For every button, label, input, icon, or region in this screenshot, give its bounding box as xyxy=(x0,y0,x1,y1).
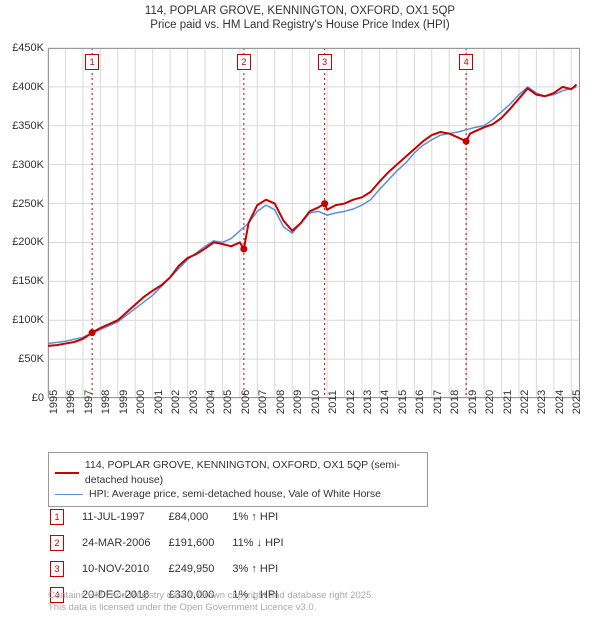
sale-date: 24-MAR-2006 xyxy=(82,531,166,555)
x-axis-tick-label: 2009 xyxy=(292,390,304,414)
legend-item: 114, POPLAR GROVE, KENNINGTON, OXFORD, O… xyxy=(55,458,421,487)
sale-delta: 3% ↑ HPI xyxy=(232,557,299,581)
x-axis-tick-label: 2015 xyxy=(397,390,409,414)
y-axis-tick-label: £100K xyxy=(12,314,44,326)
y-axis-tick-label: £50K xyxy=(18,353,44,365)
x-axis-tick-label: 2010 xyxy=(310,390,322,414)
x-axis-tick-label: 2005 xyxy=(222,390,234,414)
x-axis-tick-label: 1999 xyxy=(118,390,130,414)
x-axis-tick-label: 1998 xyxy=(100,390,112,414)
x-axis-tick-label: 2017 xyxy=(432,390,444,414)
x-axis-tick-label: 2020 xyxy=(484,390,496,414)
y-axis-tick-label: £450K xyxy=(12,42,44,54)
footer-line2: This data is licensed under the Open Gov… xyxy=(48,602,374,614)
sale-index-box: 2 xyxy=(50,535,64,551)
x-axis-tick-label: 2016 xyxy=(414,390,426,414)
y-axis-tick-label: £200K xyxy=(12,236,44,248)
sale-marker-4: 4 xyxy=(459,54,473,70)
x-axis-tick-label: 2002 xyxy=(170,390,182,414)
x-axis-tick-label: 2025 xyxy=(571,390,583,414)
chart-plot-area: £0£50K£100K£150K£200K£250K£300K£350K£400… xyxy=(48,48,580,398)
sale-index-box: 3 xyxy=(50,561,64,577)
footer-attribution: Contains HM Land Registry data © Crown c… xyxy=(48,590,374,614)
x-axis-tick-label: 1995 xyxy=(48,390,60,414)
sale-marker-1: 1 xyxy=(85,54,99,70)
legend-label: 114, POPLAR GROVE, KENNINGTON, OXFORD, O… xyxy=(85,458,421,487)
chart-title: 114, POPLAR GROVE, KENNINGTON, OXFORD, O… xyxy=(0,0,600,33)
x-axis-tick-label: 2001 xyxy=(153,390,165,414)
x-axis-tick-label: 2011 xyxy=(327,390,339,414)
x-axis-tick-label: 2014 xyxy=(379,390,391,414)
sale-delta: 1% ↑ HPI xyxy=(232,505,299,529)
sale-date: 10-NOV-2010 xyxy=(82,557,166,581)
sale-price: £84,000 xyxy=(168,505,230,529)
table-row: 2 24-MAR-2006£191,60011% ↓ HPI xyxy=(50,531,300,555)
legend-item: HPI: Average price, semi-detached house,… xyxy=(55,487,421,502)
x-axis-tick-label: 2023 xyxy=(536,390,548,414)
x-axis-tick-label: 2003 xyxy=(188,390,200,414)
x-axis-tick-label: 2008 xyxy=(275,390,287,414)
footer-line1: Contains HM Land Registry data © Crown c… xyxy=(48,590,374,602)
sale-marker-3: 3 xyxy=(318,54,332,70)
legend-swatch xyxy=(55,494,83,495)
x-axis-tick-label: 2000 xyxy=(135,390,147,414)
x-axis-tick-label: 2013 xyxy=(362,390,374,414)
x-axis-tick-label: 1997 xyxy=(83,390,95,414)
sale-delta: 11% ↓ HPI xyxy=(232,531,299,555)
legend-swatch xyxy=(55,472,79,474)
sale-date: 11-JUL-1997 xyxy=(82,505,166,529)
y-axis-tick-label: £350K xyxy=(12,120,44,132)
table-row: 3 10-NOV-2010£249,9503% ↑ HPI xyxy=(50,557,300,581)
x-axis-tick-label: 2018 xyxy=(449,390,461,414)
legend-label: HPI: Average price, semi-detached house,… xyxy=(89,487,381,502)
y-axis-tick-label: £400K xyxy=(12,81,44,93)
chart-legend: 114, POPLAR GROVE, KENNINGTON, OXFORD, O… xyxy=(48,452,428,507)
title-line2: Price paid vs. HM Land Registry's House … xyxy=(0,18,600,32)
y-axis-tick-label: £150K xyxy=(12,275,44,287)
title-line1: 114, POPLAR GROVE, KENNINGTON, OXFORD, O… xyxy=(0,4,600,18)
x-axis-tick-label: 2024 xyxy=(554,390,566,414)
chart-series xyxy=(48,48,580,398)
y-axis-tick-label: £250K xyxy=(12,198,44,210)
x-axis-tick-label: 2021 xyxy=(502,390,514,414)
x-axis-tick-label: 2007 xyxy=(257,390,269,414)
y-axis-tick-label: £0 xyxy=(32,392,44,404)
sale-price: £249,950 xyxy=(168,557,230,581)
table-row: 1 11-JUL-1997£84,0001% ↑ HPI xyxy=(50,505,300,529)
x-axis-tick-label: 2022 xyxy=(519,390,531,414)
x-axis-tick-label: 2004 xyxy=(205,390,217,414)
sale-index-box: 1 xyxy=(50,509,64,525)
y-axis-tick-label: £300K xyxy=(12,159,44,171)
x-axis-tick-label: 2019 xyxy=(467,390,479,414)
x-axis-tick-label: 2012 xyxy=(345,390,357,414)
sale-marker-2: 2 xyxy=(237,54,251,70)
x-axis-tick-label: 1996 xyxy=(65,390,77,414)
sale-price: £191,600 xyxy=(168,531,230,555)
x-axis-tick-label: 2006 xyxy=(240,390,252,414)
